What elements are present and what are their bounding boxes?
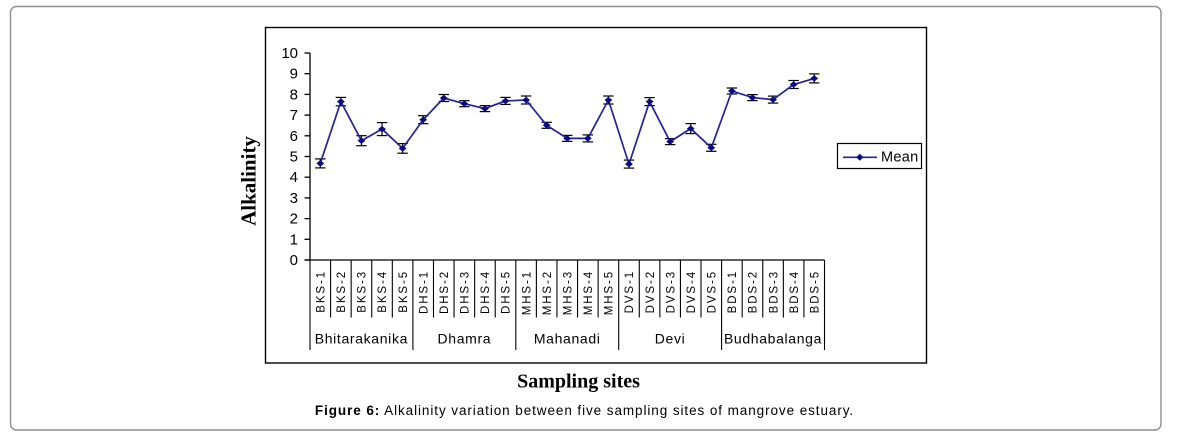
svg-text:Mean: Mean (881, 149, 918, 165)
svg-text:7: 7 (290, 107, 298, 124)
svg-text:DHS-3: DHS-3 (460, 270, 472, 314)
svg-text:DVS-4: DVS-4 (686, 270, 698, 313)
svg-text:BKS-5: BKS-5 (398, 270, 410, 313)
svg-text:10: 10 (281, 45, 298, 62)
svg-text:BDS-3: BDS-3 (768, 270, 780, 313)
svg-text:2: 2 (290, 211, 298, 228)
svg-text:Dhamra: Dhamra (438, 331, 492, 347)
svg-text:MHS-5: MHS-5 (604, 270, 616, 315)
svg-text:BDS-4: BDS-4 (789, 270, 801, 313)
svg-text:DVS-1: DVS-1 (624, 270, 636, 313)
svg-text:1: 1 (290, 231, 298, 248)
svg-text:BKS-4: BKS-4 (377, 270, 389, 313)
svg-text:8: 8 (290, 86, 298, 103)
svg-text:MHS-2: MHS-2 (542, 270, 554, 315)
svg-text:Alkalinity: Alkalinity (237, 136, 261, 226)
svg-text:Figure 6: Alkalinity variation: Figure 6: Alkalinity variation between f… (315, 403, 854, 418)
svg-text:BKS-2: BKS-2 (336, 270, 348, 313)
svg-text:Sampling sites: Sampling sites (517, 371, 640, 393)
svg-text:5: 5 (290, 149, 298, 166)
svg-text:MHS-1: MHS-1 (521, 270, 533, 315)
svg-text:DVS-5: DVS-5 (707, 270, 719, 313)
svg-text:9: 9 (290, 66, 298, 83)
svg-text:BKS-1: BKS-1 (315, 270, 327, 313)
svg-text:BDS-2: BDS-2 (748, 270, 760, 313)
svg-text:3: 3 (290, 190, 298, 207)
svg-text:DVS-2: DVS-2 (645, 270, 657, 313)
svg-text:DHS-1: DHS-1 (418, 270, 430, 314)
svg-text:MHS-3: MHS-3 (562, 270, 574, 315)
svg-text:BKS-3: BKS-3 (357, 270, 369, 313)
svg-text:0: 0 (290, 252, 298, 269)
svg-text:MHS-4: MHS-4 (583, 270, 595, 315)
svg-text:Devi: Devi (655, 331, 686, 347)
svg-text:DHS-2: DHS-2 (439, 270, 451, 314)
svg-text:BDS-5: BDS-5 (809, 270, 821, 313)
svg-text:Mahanadi: Mahanadi (534, 331, 601, 347)
svg-text:BDS-1: BDS-1 (727, 270, 739, 313)
svg-text:4: 4 (290, 169, 298, 186)
svg-text:DHS-5: DHS-5 (501, 270, 513, 314)
svg-text:DVS-3: DVS-3 (665, 270, 677, 313)
svg-text:6: 6 (290, 128, 298, 145)
svg-text:Bhitarakanika: Bhitarakanika (315, 331, 408, 347)
svg-text:Budhabalanga: Budhabalanga (724, 331, 822, 347)
svg-text:DHS-4: DHS-4 (480, 270, 492, 314)
